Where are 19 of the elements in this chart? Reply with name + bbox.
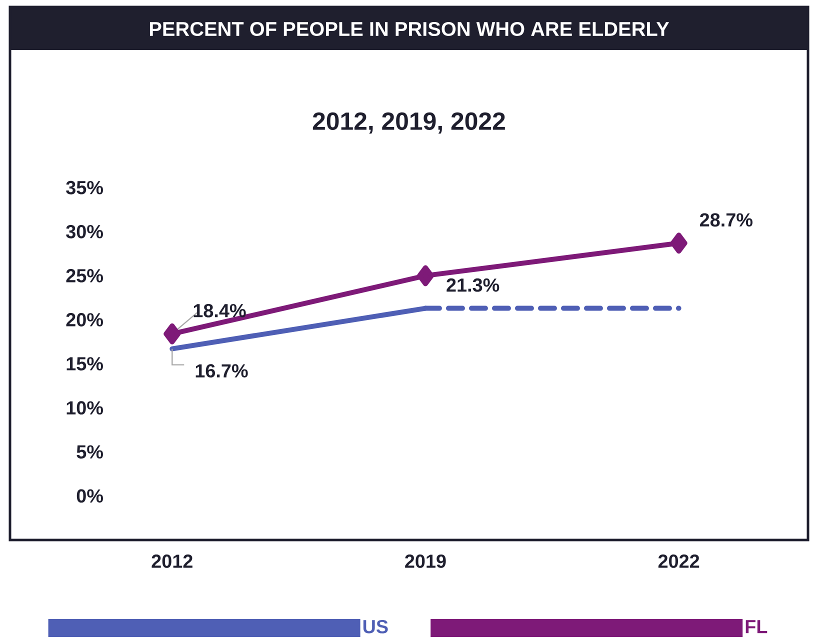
data-label: 18.4% — [194, 304, 246, 318]
x-tick-label: 2022 — [658, 554, 700, 568]
chart-title: PERCENT OF PEOPLE IN PRISON WHO ARE ELDERLY — [150, 22, 670, 36]
text: US — [363, 620, 388, 634]
chart-subtitle: 2012, 2019, 2022 — [312, 112, 505, 134]
y-tick-label: 5% — [76, 445, 103, 459]
data-label: 21.3% — [446, 278, 500, 292]
y-tick-label: 30% — [66, 224, 103, 238]
y-tick-label: 0% — [76, 489, 103, 503]
x-tick-label: 2019 — [405, 554, 446, 568]
data-label: 16.7% — [196, 364, 248, 378]
y-tick-label: 10% — [66, 401, 103, 415]
x-tick-label: 2012 — [152, 554, 192, 568]
data-label: 28.7% — [700, 213, 752, 227]
y-tick-label: 25% — [66, 269, 103, 282]
y-tick-label: 35% — [66, 180, 103, 194]
y-tick-label: 20% — [66, 313, 103, 326]
y-tick-label: 15% — [66, 357, 103, 370]
text: FL — [746, 620, 768, 634]
